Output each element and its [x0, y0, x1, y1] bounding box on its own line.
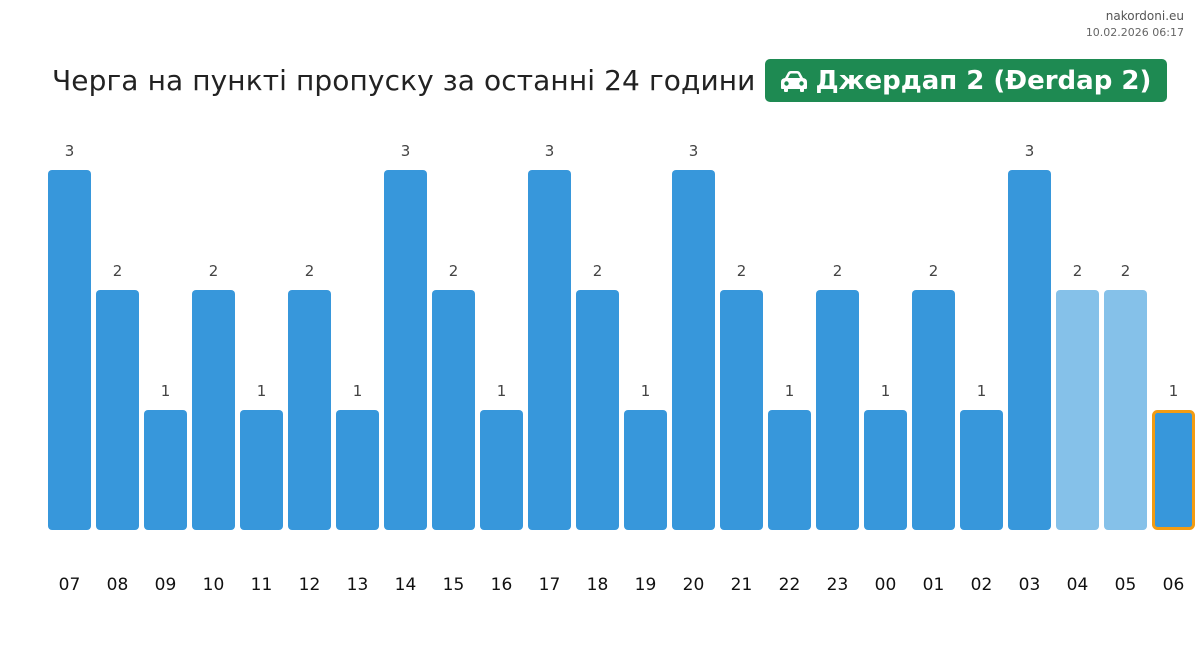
tick-label-21: 21	[731, 575, 753, 595]
bar-08	[96, 290, 139, 530]
bar-20	[672, 170, 715, 530]
bar-18	[576, 290, 619, 530]
tick-label-08: 08	[107, 575, 129, 595]
value-label-20: 3	[689, 142, 699, 160]
tick-label-22: 22	[779, 575, 801, 595]
value-label-21: 2	[737, 262, 747, 280]
bar-01	[912, 290, 955, 530]
bar-03	[1008, 170, 1051, 530]
tick-label-13: 13	[347, 575, 369, 595]
tick-label-14: 14	[395, 575, 417, 595]
bar-15	[432, 290, 475, 530]
tick-label-23: 23	[827, 575, 849, 595]
bar-07	[48, 170, 91, 530]
bar-17	[528, 170, 571, 530]
bar-14	[384, 170, 427, 530]
tick-label-02: 02	[971, 575, 993, 595]
tick-label-20: 20	[683, 575, 705, 595]
tick-label-17: 17	[539, 575, 561, 595]
tick-label-04: 04	[1067, 575, 1089, 595]
tick-label-16: 16	[491, 575, 513, 595]
value-label-14: 3	[401, 142, 411, 160]
timestamp: 10.02.2026 06:17	[1085, 26, 1184, 39]
value-label-15: 2	[449, 262, 459, 280]
bar-04	[1056, 290, 1099, 530]
value-label-04: 2	[1073, 262, 1083, 280]
site-name: nakordoni.eu	[1105, 9, 1184, 23]
tick-label-18: 18	[587, 575, 609, 595]
tick-label-15: 15	[443, 575, 465, 595]
bar-10	[192, 290, 235, 530]
tick-label-05: 05	[1115, 575, 1137, 595]
bar-00	[864, 410, 907, 530]
bar-05	[1104, 290, 1147, 530]
value-label-18: 2	[593, 262, 603, 280]
value-label-11: 1	[257, 382, 267, 400]
checkpoint-name: Джердап 2 (Đerdap 2)	[815, 65, 1152, 96]
value-label-07: 3	[65, 142, 75, 160]
value-label-13: 1	[353, 382, 363, 400]
tick-label-19: 19	[635, 575, 657, 595]
value-label-02: 1	[977, 382, 987, 400]
bar-09	[144, 410, 187, 530]
value-label-16: 1	[497, 382, 507, 400]
bar-19	[624, 410, 667, 530]
tick-label-11: 11	[251, 575, 273, 595]
value-label-22: 1	[785, 382, 795, 400]
bar-02	[960, 410, 1003, 530]
tick-label-06: 06	[1163, 575, 1185, 595]
value-label-00: 1	[881, 382, 891, 400]
tick-label-10: 10	[203, 575, 225, 595]
bar-06	[1152, 410, 1195, 530]
title-row: Черга на пункті пропуску за останні 24 г…	[52, 59, 1168, 102]
value-label-23: 2	[833, 262, 843, 280]
value-label-06: 1	[1169, 382, 1179, 400]
bar-13	[336, 410, 379, 530]
value-label-17: 3	[545, 142, 555, 160]
tick-label-03: 03	[1019, 575, 1041, 595]
value-label-05: 2	[1121, 262, 1131, 280]
tick-label-09: 09	[155, 575, 177, 595]
tick-label-07: 07	[59, 575, 81, 595]
page-title: Черга на пункті пропуску за останні 24 г…	[52, 64, 756, 97]
bar-12	[288, 290, 331, 530]
checkpoint-badge: Джердап 2 (Đerdap 2)	[765, 59, 1168, 102]
bar-16	[480, 410, 523, 530]
bar-21	[720, 290, 763, 530]
value-label-09: 1	[161, 382, 171, 400]
value-label-12: 2	[305, 262, 315, 280]
value-label-03: 3	[1025, 142, 1035, 160]
car-icon	[781, 70, 808, 92]
bar-23	[816, 290, 859, 530]
value-label-10: 2	[209, 262, 219, 280]
value-label-01: 2	[929, 262, 939, 280]
value-label-08: 2	[113, 262, 123, 280]
tick-label-00: 00	[875, 575, 897, 595]
bar-11	[240, 410, 283, 530]
tick-label-01: 01	[923, 575, 945, 595]
value-label-19: 1	[641, 382, 651, 400]
bar-22	[768, 410, 811, 530]
tick-label-12: 12	[299, 575, 321, 595]
